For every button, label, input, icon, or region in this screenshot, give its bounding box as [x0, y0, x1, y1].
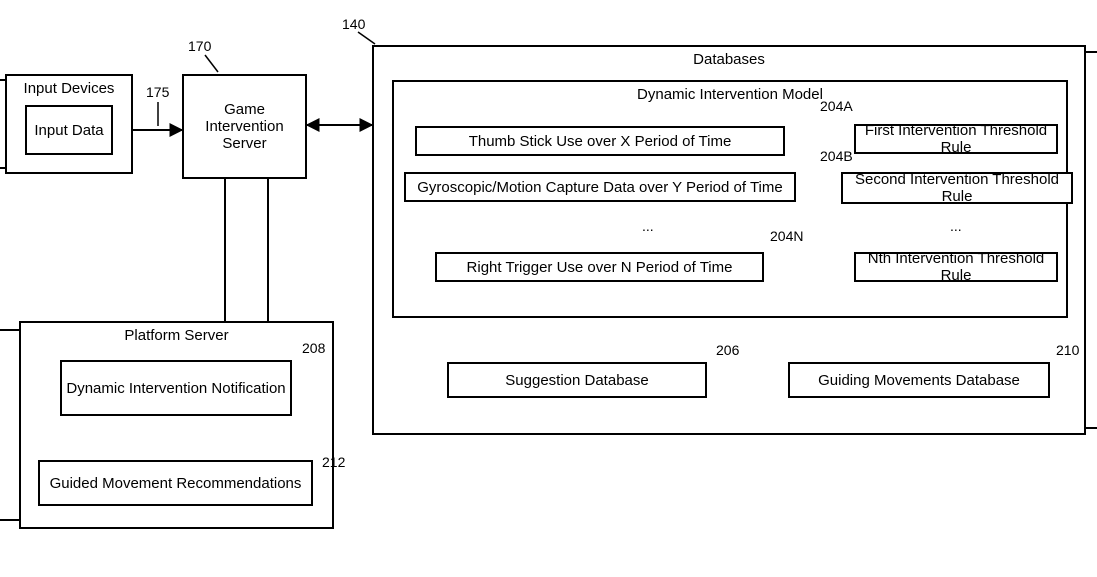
- ref-170: 170: [188, 38, 211, 54]
- guiding-db-label: Guiding Movements Database: [818, 372, 1020, 389]
- dynamic-intervention-notification-label: Dynamic Intervention Notification: [66, 380, 285, 397]
- thumb-stick-box: Thumb Stick Use over X Period of Time: [415, 126, 785, 156]
- ref-210: 210: [1056, 342, 1079, 358]
- ref-204a: 204A: [820, 98, 853, 114]
- nth-rule-label: Nth Intervention Threshold Rule: [856, 250, 1056, 284]
- ref-208: 208: [302, 340, 325, 356]
- game-intervention-server-label: Game Intervention Server: [184, 101, 305, 152]
- first-rule-box: First Intervention Threshold Rule: [854, 124, 1058, 154]
- input-devices-title: Input Devices: [7, 80, 131, 97]
- guided-movement-recommendations-box: Guided Movement Recommendations: [38, 460, 313, 506]
- game-intervention-server-box: Game Intervention Server: [182, 74, 307, 179]
- dynamic-intervention-notification-box: Dynamic Intervention Notification: [60, 360, 292, 416]
- ref-206: 206: [716, 342, 739, 358]
- guiding-db-box: Guiding Movements Database: [788, 362, 1050, 398]
- leadline-ll170: [205, 55, 218, 72]
- dynamic-intervention-model-title: Dynamic Intervention Model: [394, 86, 1066, 103]
- ref-204b: 204B: [820, 148, 853, 164]
- second-rule-label: Second Intervention Threshold Rule: [843, 171, 1071, 205]
- ellipsis-left: ...: [642, 218, 654, 234]
- ellipsis-right: ...: [950, 218, 962, 234]
- databases-title: Databases: [374, 51, 1084, 68]
- thumb-stick-label: Thumb Stick Use over X Period of Time: [469, 133, 732, 150]
- ref-204n: 204N: [770, 228, 803, 244]
- right-trigger-box: Right Trigger Use over N Period of Time: [435, 252, 764, 282]
- gyroscopic-box: Gyroscopic/Motion Capture Data over Y Pe…: [404, 172, 796, 202]
- platform-server-title: Platform Server: [21, 327, 332, 344]
- ref-140: 140: [342, 16, 365, 32]
- leadline-ll140: [358, 32, 375, 44]
- input-data-label: Input Data: [34, 122, 103, 139]
- suggestion-db-label: Suggestion Database: [505, 372, 648, 389]
- second-rule-box: Second Intervention Threshold Rule: [841, 172, 1073, 204]
- first-rule-label: First Intervention Threshold Rule: [856, 122, 1056, 156]
- nth-rule-box: Nth Intervention Threshold Rule: [854, 252, 1058, 282]
- ref-175: 175: [146, 84, 169, 100]
- ref-212: 212: [322, 454, 345, 470]
- suggestion-db-box: Suggestion Database: [447, 362, 707, 398]
- right-trigger-label: Right Trigger Use over N Period of Time: [467, 259, 733, 276]
- guided-movement-recommendations-label: Guided Movement Recommendations: [50, 475, 302, 492]
- input-data-box: Input Data: [25, 105, 113, 155]
- gyroscopic-label: Gyroscopic/Motion Capture Data over Y Pe…: [417, 179, 782, 196]
